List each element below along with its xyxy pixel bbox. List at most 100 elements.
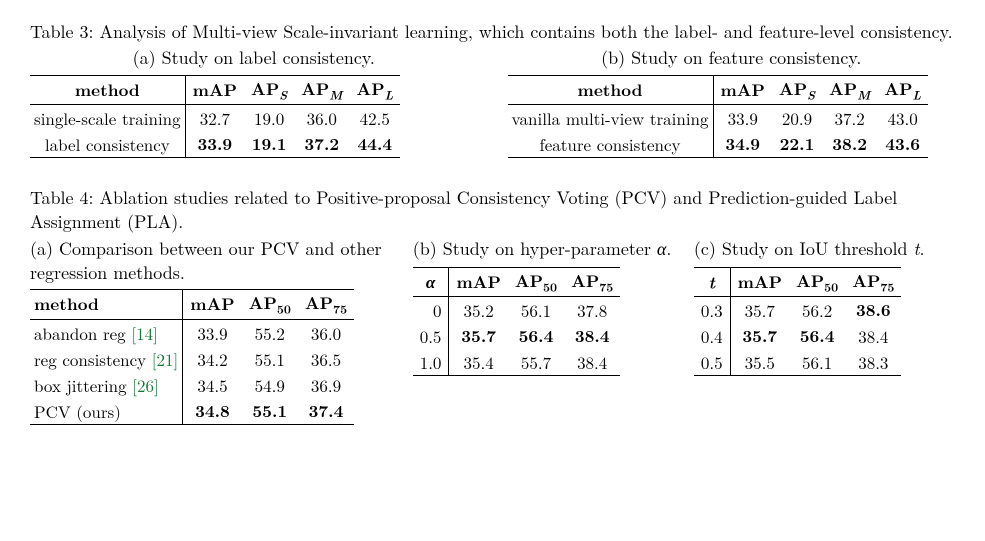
table4b-table: α mAP AP50 AP75 0 35.2 56.1 37.8 0.5 35.…	[413, 267, 621, 376]
cell: 55.7	[508, 349, 564, 376]
th-method: method	[508, 75, 714, 104]
cell: 34.8	[183, 398, 242, 425]
cell: 36.5	[298, 346, 354, 372]
cell: 56.4	[508, 323, 564, 349]
th-ap75: AP75	[298, 290, 354, 319]
cell: 33.9	[713, 104, 772, 131]
row-label: abandon reg [14]	[30, 319, 183, 346]
row-label: box jittering [26]	[30, 372, 183, 398]
table4b-caption: (b) Study on hyper-parameter α.	[413, 237, 674, 261]
cell: 38.6	[845, 297, 901, 324]
cell: 22.1	[772, 131, 822, 158]
table-row: PCV (ours) 34.8 55.1 37.4	[30, 398, 354, 425]
th-apl: APL	[877, 75, 928, 104]
table-row: 0 35.2 56.1 37.8	[413, 297, 621, 324]
table4-caption: Table 4: Ablation studies related to Pos…	[30, 186, 955, 235]
th-alpha: α	[413, 267, 449, 296]
th-aps: APS	[772, 75, 822, 104]
cell: 35.5	[730, 349, 789, 376]
cell: 56.2	[789, 297, 845, 324]
row-label: vanilla multi-view training	[508, 104, 714, 131]
row-label: reg consistency [21]	[30, 346, 183, 372]
citation: [21]	[152, 347, 178, 371]
cell: 44.4	[349, 131, 400, 158]
th-map: mAP	[183, 290, 242, 319]
th-map: mAP	[185, 75, 244, 104]
table-row: 1.0 35.4 55.7 38.4	[413, 349, 621, 376]
table3b-table: method mAP APS APM APL vanilla multi-vie…	[508, 75, 928, 158]
table-row: 0.3 35.7 56.2 38.6	[694, 297, 902, 324]
table-row: 0.4 35.7 56.4 38.4	[694, 323, 902, 349]
th-apm: APM	[822, 75, 877, 104]
cell: 55.1	[242, 398, 298, 425]
cell: 34.9	[713, 131, 772, 158]
cell: 36.9	[298, 372, 354, 398]
row-label: feature consistency	[508, 131, 714, 158]
cell: 35.7	[730, 297, 789, 324]
cell: 19.1	[244, 131, 294, 158]
table-row: reg consistency [21] 34.2 55.1 36.5	[30, 346, 354, 372]
cell: 0.4	[694, 323, 730, 349]
cell: 37.8	[564, 297, 620, 324]
cell: 36.0	[294, 104, 349, 131]
cell: 55.2	[242, 319, 298, 346]
cell: 42.5	[349, 104, 400, 131]
table-row: abandon reg [14] 33.9 55.2 36.0	[30, 319, 354, 346]
cell: 35.2	[449, 297, 508, 324]
th-aps: APS	[244, 75, 294, 104]
cell: 56.4	[789, 323, 845, 349]
table3-caption: Table 3: Analysis of Multi-view Scale-in…	[30, 20, 955, 44]
cell: 0.5	[694, 349, 730, 376]
cell: 43.6	[877, 131, 928, 158]
cell: 34.2	[183, 346, 242, 372]
th-ap50: AP50	[508, 267, 564, 296]
table-row: box jittering [26] 34.5 54.9 36.9	[30, 372, 354, 398]
cell: 0.5	[413, 323, 449, 349]
cell: 35.7	[449, 323, 508, 349]
cell: 34.5	[183, 372, 242, 398]
row-label: label consistency	[30, 131, 185, 158]
citation: [14]	[131, 321, 157, 345]
cell: 32.7	[185, 104, 244, 131]
table4b: (b) Study on hyper-parameter α. α mAP AP…	[413, 237, 674, 425]
citation: [26]	[132, 373, 158, 397]
table-row: 0.5 35.7 56.4 38.4	[413, 323, 621, 349]
th-method: method	[30, 75, 185, 104]
cell: 19.0	[244, 104, 294, 131]
table-row: 0.5 35.5 56.1 38.3	[694, 349, 902, 376]
cell: 20.9	[772, 104, 822, 131]
cell: 56.1	[789, 349, 845, 376]
cell: 38.3	[845, 349, 901, 376]
cell: 38.2	[822, 131, 877, 158]
row-label: PCV (ours)	[30, 398, 183, 425]
table-row: feature consistency 34.9 22.1 38.2 43.6	[508, 131, 928, 158]
cell: 43.0	[877, 104, 928, 131]
table-row: label consistency 33.9 19.1 37.2 44.4	[30, 131, 400, 158]
cell: 54.9	[242, 372, 298, 398]
th-t: t	[694, 267, 730, 296]
th-ap75: AP75	[564, 267, 620, 296]
table-row: vanilla multi-view training 33.9 20.9 37…	[508, 104, 928, 131]
cell: 0	[413, 297, 449, 324]
row-label: single-scale training	[30, 104, 185, 131]
th-ap50: AP50	[789, 267, 845, 296]
cell: 38.4	[564, 323, 620, 349]
table-row: single-scale training 32.7 19.0 36.0 42.…	[30, 104, 400, 131]
table3a-table: method mAP APS APM APL single-scale trai…	[30, 75, 400, 158]
cell: 1.0	[413, 349, 449, 376]
th-ap50: AP50	[242, 290, 298, 319]
cell: 35.7	[730, 323, 789, 349]
th-method: method	[30, 290, 183, 319]
table3b-caption: (b) Study on feature consistency.	[508, 46, 956, 70]
cell: 0.3	[694, 297, 730, 324]
cell: 55.1	[242, 346, 298, 372]
cell: 56.1	[508, 297, 564, 324]
th-ap75: AP75	[845, 267, 901, 296]
th-map: mAP	[713, 75, 772, 104]
table4a-table: method mAP AP50 AP75 abandon reg [14] 33…	[30, 289, 354, 424]
cell: 37.4	[298, 398, 354, 425]
cell: 38.4	[845, 323, 901, 349]
table3a: (a) Study on label consistency. method m…	[30, 46, 478, 158]
table3a-caption: (a) Study on label consistency.	[30, 46, 478, 70]
th-map: mAP	[449, 267, 508, 296]
